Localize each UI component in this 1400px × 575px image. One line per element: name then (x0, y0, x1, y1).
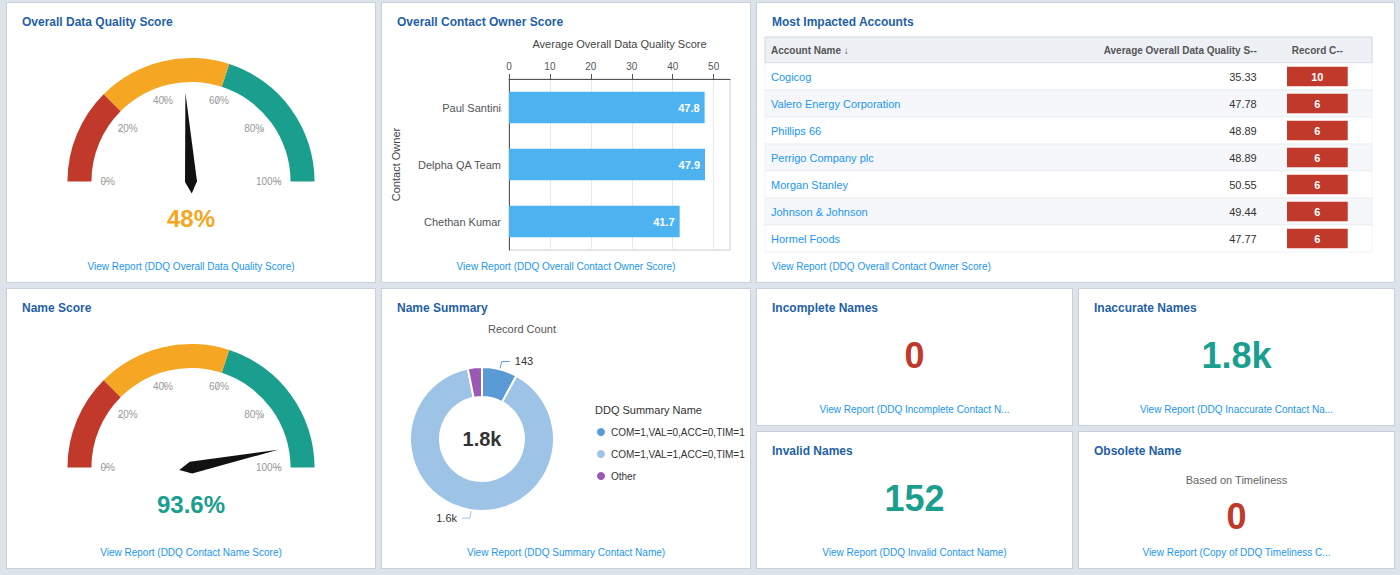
svg-text:48.89: 48.89 (1229, 125, 1257, 137)
svg-text:152: 152 (884, 478, 944, 519)
svg-text:View Report (DDQ Summary Conta: View Report (DDQ Summary Contact Name) (467, 547, 665, 558)
svg-text:View Report (DDQ Overall Conta: View Report (DDQ Overall Contact Owner S… (772, 261, 991, 272)
svg-text:0%: 0% (100, 462, 115, 473)
svg-text:6: 6 (1314, 98, 1320, 110)
svg-text:40: 40 (667, 61, 679, 72)
svg-text:20: 20 (585, 61, 597, 72)
svg-text:Paul Santini: Paul Santini (442, 102, 501, 114)
svg-text:View Report (DDQ Overall Conta: View Report (DDQ Overall Contact Owner S… (457, 261, 676, 272)
svg-text:Contact Owner: Contact Owner (390, 127, 402, 201)
svg-text:View Report (DDQ Contact Name: View Report (DDQ Contact Name Score) (100, 547, 282, 558)
svg-text:Delpha QA Team: Delpha QA Team (418, 159, 501, 171)
svg-text:49.44: 49.44 (1229, 206, 1257, 218)
svg-text:1.8k: 1.8k (1201, 335, 1272, 376)
svg-text:20%: 20% (118, 409, 138, 420)
svg-text:47.8: 47.8 (678, 102, 699, 114)
svg-text:Record C--: Record C-- (1292, 45, 1343, 56)
svg-text:1.6k: 1.6k (436, 512, 457, 524)
svg-text:30: 30 (626, 61, 638, 72)
svg-text:48.89: 48.89 (1229, 152, 1257, 164)
svg-text:Name Score: Name Score (22, 301, 92, 315)
svg-text:40%: 40% (153, 95, 173, 106)
svg-text:View Report (DDQ Overall Data: View Report (DDQ Overall Data Quality Sc… (87, 261, 294, 272)
svg-text:Other: Other (611, 471, 637, 482)
svg-text:Hormel Foods: Hormel Foods (771, 233, 841, 245)
svg-text:100%: 100% (256, 176, 282, 187)
svg-text:0: 0 (904, 335, 924, 376)
svg-text:Overall Contact Owner Score: Overall Contact Owner Score (397, 15, 563, 29)
svg-text:Obsolete Name: Obsolete Name (1094, 444, 1182, 458)
svg-text:6: 6 (1314, 179, 1320, 191)
svg-text:COM=1,VAL=1,ACC=0,TIM=1: COM=1,VAL=1,ACC=0,TIM=1 (611, 449, 745, 460)
svg-text:48%: 48% (167, 205, 215, 232)
svg-text:40%: 40% (153, 381, 173, 392)
svg-text:Name Summary: Name Summary (397, 301, 488, 315)
svg-text:Perrigo Company plc: Perrigo Company plc (771, 152, 874, 164)
svg-text:Valero Energy Corporation: Valero Energy Corporation (771, 98, 900, 110)
svg-text:20%: 20% (118, 123, 138, 134)
svg-text:Account Name ↓: Account Name ↓ (771, 45, 849, 56)
svg-text:Average Overall Data Quality S: Average Overall Data Quality S-- (1104, 45, 1257, 56)
svg-text:Overall Data Quality Score: Overall Data Quality Score (22, 15, 173, 29)
svg-text:100%: 100% (256, 462, 282, 473)
svg-text:47.78: 47.78 (1229, 98, 1257, 110)
svg-text:Cogicog: Cogicog (771, 71, 811, 83)
svg-text:Most Impacted Accounts: Most Impacted Accounts (772, 15, 914, 29)
svg-text:Johnson & Johnson: Johnson & Johnson (771, 206, 868, 218)
svg-text:View Report (DDQ Invalid Conta: View Report (DDQ Invalid Contact Name) (822, 547, 1006, 558)
svg-text:60%: 60% (209, 381, 229, 392)
svg-text:View Report (Copy of DDQ Timel: View Report (Copy of DDQ Timeliness C... (1142, 547, 1330, 558)
svg-text:Incomplete Names: Incomplete Names (772, 301, 878, 315)
svg-text:0%: 0% (100, 176, 115, 187)
svg-text:Record Count: Record Count (488, 323, 556, 335)
svg-text:View Report (DDQ Incomplete Co: View Report (DDQ Incomplete Contact N... (820, 404, 1010, 415)
svg-text:Morgan Stanley: Morgan Stanley (771, 179, 849, 191)
svg-text:60%: 60% (209, 95, 229, 106)
svg-text:Phillips 66: Phillips 66 (771, 125, 821, 137)
svg-text:93.6%: 93.6% (157, 491, 225, 518)
svg-text:Chethan Kumar: Chethan Kumar (424, 216, 501, 228)
svg-text:47.77: 47.77 (1229, 233, 1257, 245)
svg-text:47.9: 47.9 (679, 159, 700, 171)
svg-text:50.55: 50.55 (1229, 179, 1257, 191)
svg-text:View Report (DDQ Inaccurate Co: View Report (DDQ Inaccurate Contact Na..… (1140, 404, 1333, 415)
svg-text:0: 0 (1226, 496, 1246, 537)
svg-text:50: 50 (708, 61, 720, 72)
svg-text:35.33: 35.33 (1229, 71, 1257, 83)
svg-text:1.8k: 1.8k (463, 428, 503, 450)
svg-text:41.7: 41.7 (653, 216, 674, 228)
svg-text:10: 10 (544, 61, 556, 72)
svg-text:Inaccurate Names: Inaccurate Names (1094, 301, 1197, 315)
svg-text:80%: 80% (244, 409, 264, 420)
svg-text:DDQ Summary Name: DDQ Summary Name (595, 404, 702, 416)
svg-text:Based on Timeliness: Based on Timeliness (1186, 474, 1288, 486)
svg-text:Average Overall Data Quality S: Average Overall Data Quality Score (532, 38, 706, 50)
svg-text:6: 6 (1314, 152, 1320, 164)
svg-text:10: 10 (1311, 71, 1323, 83)
svg-text:COM=1,VAL=0,ACC=0,TIM=1: COM=1,VAL=0,ACC=0,TIM=1 (611, 427, 745, 438)
svg-text:6: 6 (1314, 233, 1320, 245)
svg-text:6: 6 (1314, 125, 1320, 137)
svg-text:143: 143 (515, 355, 533, 367)
svg-text:0: 0 (506, 61, 512, 72)
svg-text:6: 6 (1314, 206, 1320, 218)
svg-text:80%: 80% (244, 123, 264, 134)
svg-text:Invalid Names: Invalid Names (772, 444, 853, 458)
